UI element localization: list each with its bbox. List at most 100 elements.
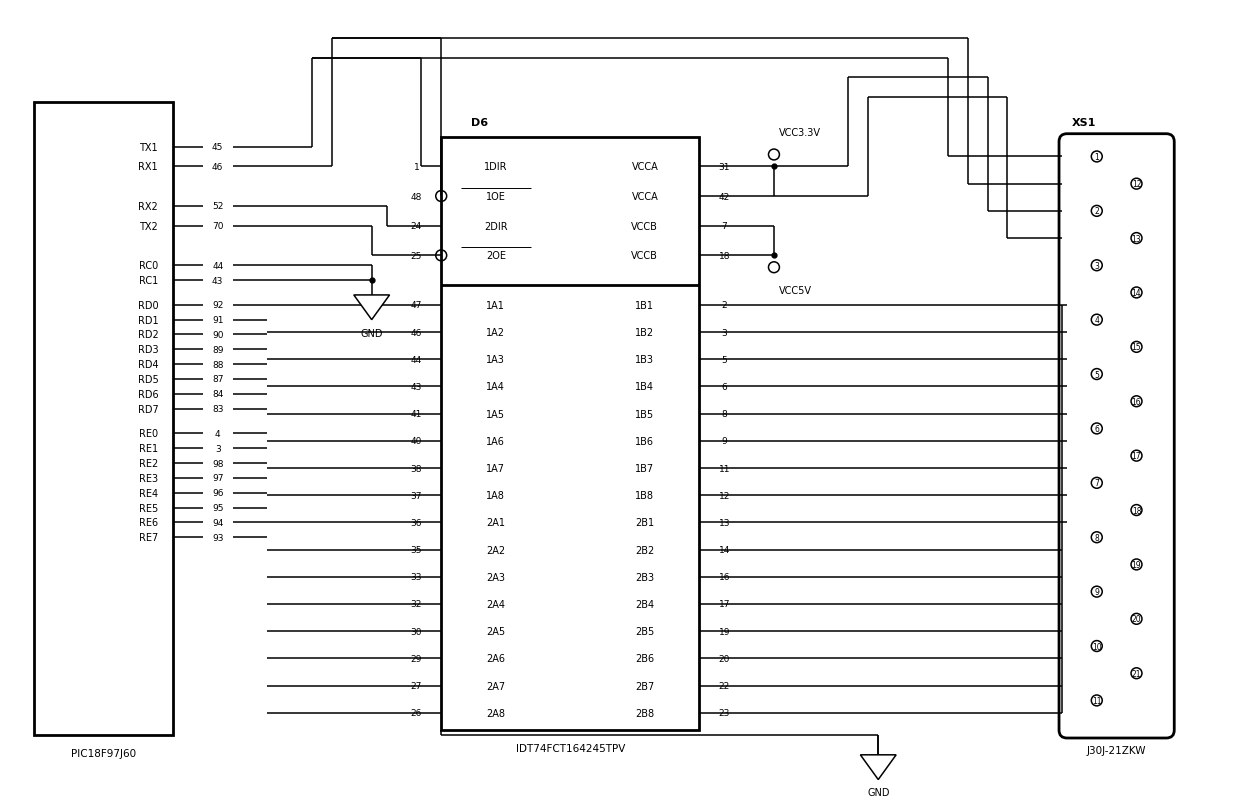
Text: D6: D6 — [471, 118, 489, 128]
Text: GND: GND — [361, 328, 383, 338]
Text: RD2: RD2 — [138, 330, 159, 340]
Text: 94: 94 — [212, 518, 223, 527]
Text: 16: 16 — [1132, 397, 1141, 407]
Text: 92: 92 — [212, 301, 223, 310]
Text: 1B5: 1B5 — [635, 409, 655, 419]
Text: 47: 47 — [410, 301, 422, 310]
Text: GND: GND — [867, 788, 889, 797]
Text: 14: 14 — [719, 545, 730, 554]
Text: 87: 87 — [212, 375, 223, 384]
Text: 8: 8 — [1095, 533, 1099, 542]
Text: 5: 5 — [1095, 370, 1099, 379]
Text: VCCA: VCCA — [631, 162, 658, 172]
Text: VCC3.3V: VCC3.3V — [779, 128, 821, 138]
Text: RD3: RD3 — [138, 345, 159, 354]
Text: 25: 25 — [410, 252, 422, 261]
Text: RE2: RE2 — [139, 459, 157, 468]
Text: 17: 17 — [1132, 452, 1141, 460]
Text: 1OE: 1OE — [486, 192, 506, 202]
Text: 6: 6 — [1095, 424, 1099, 433]
Text: 1A2: 1A2 — [486, 327, 506, 338]
Text: 37: 37 — [410, 491, 422, 500]
Text: 20: 20 — [719, 654, 730, 663]
Text: 26: 26 — [410, 708, 422, 718]
Text: RE4: RE4 — [139, 488, 157, 498]
Bar — [441, 137, 699, 730]
Text: 2B7: 2B7 — [635, 681, 655, 691]
Text: VCCB: VCCB — [631, 251, 658, 261]
Text: 44: 44 — [410, 355, 422, 364]
Text: RD4: RD4 — [138, 360, 159, 370]
Text: RX1: RX1 — [139, 162, 157, 172]
Text: 2A3: 2A3 — [486, 572, 506, 582]
Text: 2B2: 2B2 — [635, 545, 655, 555]
Text: RC1: RC1 — [139, 276, 157, 286]
Text: 33: 33 — [410, 573, 422, 581]
Text: 9: 9 — [1095, 587, 1099, 597]
Text: IDT74FCT164245TPV: IDT74FCT164245TPV — [516, 743, 625, 753]
Text: 35: 35 — [410, 545, 422, 554]
Text: 43: 43 — [212, 276, 223, 286]
Text: 1A8: 1A8 — [486, 491, 505, 500]
Text: RC0: RC0 — [139, 261, 157, 271]
Text: 52: 52 — [212, 202, 223, 211]
Text: 40: 40 — [410, 437, 422, 446]
Text: 2A7: 2A7 — [486, 681, 506, 691]
Text: 2B4: 2B4 — [635, 599, 655, 610]
Text: 1B6: 1B6 — [635, 436, 655, 446]
Text: 1B4: 1B4 — [635, 382, 655, 392]
Text: 38: 38 — [410, 464, 422, 473]
Text: 30: 30 — [410, 627, 422, 636]
Text: 96: 96 — [212, 488, 223, 497]
Text: 2A5: 2A5 — [486, 626, 506, 637]
Text: 83: 83 — [212, 405, 223, 414]
Text: 2A4: 2A4 — [486, 599, 506, 610]
Text: TX1: TX1 — [139, 143, 157, 152]
Text: VCCB: VCCB — [631, 221, 658, 232]
Text: 36: 36 — [410, 518, 422, 527]
Text: 11: 11 — [1092, 696, 1101, 705]
Text: 2B6: 2B6 — [635, 654, 655, 663]
Text: 88: 88 — [212, 360, 223, 369]
Text: 97: 97 — [212, 474, 223, 483]
Text: 1A1: 1A1 — [486, 301, 505, 310]
Text: 1B1: 1B1 — [635, 301, 655, 310]
Text: 6: 6 — [722, 383, 727, 391]
Text: 46: 46 — [212, 163, 223, 172]
Text: 91: 91 — [212, 316, 223, 325]
Text: PIC18F97J60: PIC18F97J60 — [71, 748, 136, 758]
Text: 19: 19 — [718, 627, 730, 636]
Text: 1A3: 1A3 — [486, 354, 505, 365]
Text: 1A6: 1A6 — [486, 436, 505, 446]
Text: 29: 29 — [410, 654, 422, 663]
Text: 2A6: 2A6 — [486, 654, 506, 663]
Text: 13: 13 — [718, 518, 730, 527]
Text: 95: 95 — [212, 504, 223, 512]
Text: 46: 46 — [410, 328, 422, 337]
Text: 32: 32 — [410, 600, 422, 609]
Text: 1B2: 1B2 — [635, 327, 655, 338]
Text: 18: 18 — [1132, 506, 1141, 515]
Text: 1: 1 — [413, 163, 419, 172]
Text: 21: 21 — [1132, 669, 1141, 678]
Text: 1A7: 1A7 — [486, 464, 506, 473]
Text: RE3: RE3 — [139, 473, 157, 484]
Text: 2OE: 2OE — [486, 251, 506, 261]
Text: 15: 15 — [1132, 343, 1141, 352]
Text: RD1: RD1 — [138, 315, 159, 326]
Text: 2A1: 2A1 — [486, 518, 506, 528]
Text: 11: 11 — [718, 464, 730, 473]
Text: 2A8: 2A8 — [486, 708, 506, 718]
Text: RE5: RE5 — [139, 503, 157, 513]
Text: RE0: RE0 — [139, 429, 157, 439]
Text: 23: 23 — [719, 708, 730, 718]
Text: 89: 89 — [212, 346, 223, 354]
Text: 2B1: 2B1 — [635, 518, 655, 528]
Text: 45: 45 — [212, 143, 223, 152]
Text: RE7: RE7 — [139, 533, 157, 543]
Text: RX2: RX2 — [139, 201, 157, 212]
Text: 84: 84 — [212, 390, 223, 399]
Polygon shape — [861, 755, 897, 780]
Text: RD7: RD7 — [138, 404, 159, 414]
Text: 16: 16 — [718, 573, 730, 581]
